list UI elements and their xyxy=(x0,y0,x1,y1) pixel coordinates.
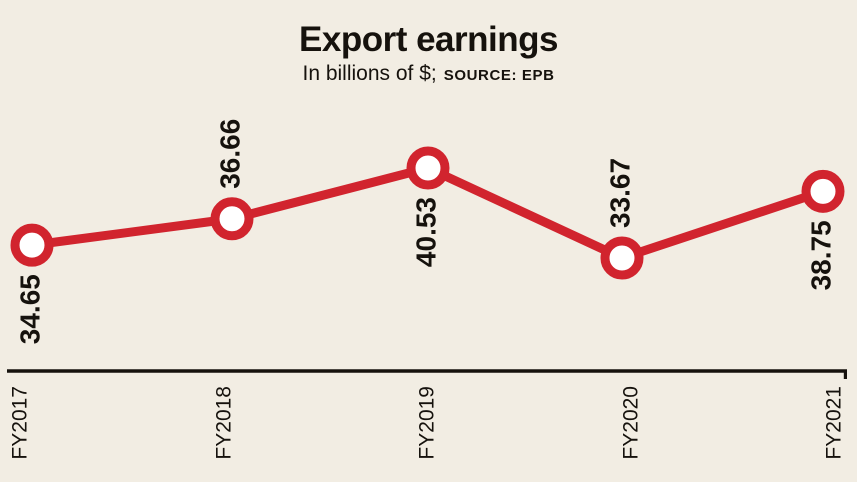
data-point-marker-fy2021 xyxy=(801,169,845,213)
chart-title: Export earnings xyxy=(299,20,558,59)
x-axis-label-fy2019: FY2019 xyxy=(416,386,439,460)
chart-header: Export earnings In billions of $; SOURCE… xyxy=(0,20,857,86)
data-point-marker-fy2019 xyxy=(406,146,450,190)
chart-source-label: SOURCE: EPB xyxy=(443,66,555,84)
data-point-marker-fy2018 xyxy=(210,197,254,241)
data-point-marker-fy2017 xyxy=(10,223,54,267)
data-point-marker-fy2020 xyxy=(600,236,644,280)
value-label-fy2019: 40.53 xyxy=(410,197,441,267)
chart-subtitle: In billions of $; SOURCE: EPB xyxy=(0,62,857,86)
value-label-fy2017: 34.65 xyxy=(14,274,45,344)
value-label-fy2018: 36.66 xyxy=(214,119,245,189)
x-axis-label-fy2018: FY2018 xyxy=(213,386,236,460)
x-axis-label-fy2020: FY2020 xyxy=(620,386,643,460)
value-label-fy2020: 33.67 xyxy=(604,158,635,228)
chart-unit-label: In billions of $; xyxy=(302,61,437,85)
x-axis-label-fy2017: FY2017 xyxy=(9,386,32,460)
value-label-fy2021: 38.75 xyxy=(805,220,836,290)
x-axis-label-fy2021: FY2021 xyxy=(823,386,846,460)
